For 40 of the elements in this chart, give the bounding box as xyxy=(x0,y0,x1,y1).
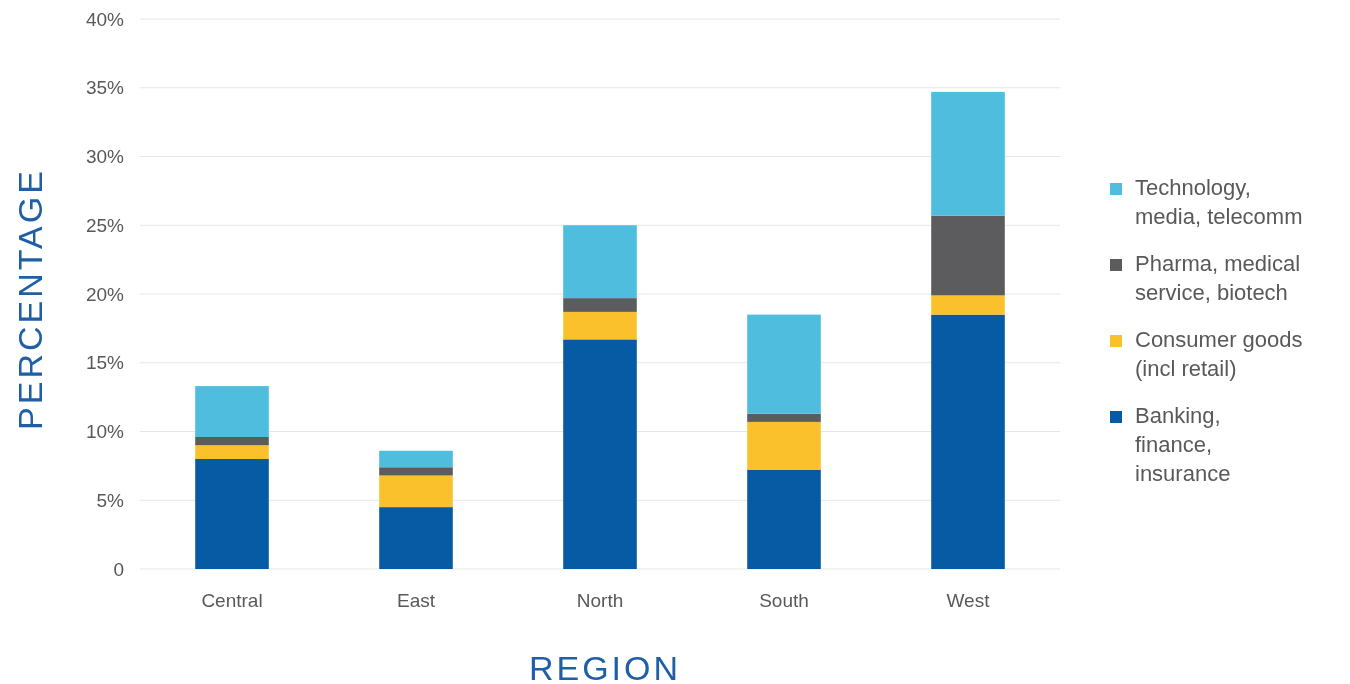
bar xyxy=(379,475,453,508)
y-tick-label: 10% xyxy=(85,421,125,443)
x-axis-title: REGION xyxy=(528,649,682,684)
bar xyxy=(747,413,821,422)
x-tick-label: West xyxy=(946,590,991,611)
bar xyxy=(931,215,1005,296)
x-tick-label: South xyxy=(759,590,809,611)
bar xyxy=(195,459,269,569)
bar xyxy=(195,445,269,459)
y-tick-label: 40% xyxy=(85,8,125,30)
legend-label: Consumer goods (incl retail) xyxy=(1135,327,1303,381)
bar xyxy=(379,467,453,476)
bar xyxy=(379,450,453,468)
bar xyxy=(195,437,269,446)
y-tick-label: 35% xyxy=(85,77,125,99)
bar xyxy=(563,339,637,569)
y-tick-label: 15% xyxy=(85,352,125,374)
bar xyxy=(563,225,637,299)
bar xyxy=(747,421,821,470)
y-tick-label: 20% xyxy=(85,283,125,305)
bar xyxy=(563,298,637,312)
bar xyxy=(195,386,269,437)
y-tick-label: 25% xyxy=(85,214,125,236)
y-tick-label: 5% xyxy=(96,489,125,511)
y-axis-title: PERCENTAGE xyxy=(11,168,49,430)
legend-label: Banking, finance, insurance xyxy=(1135,403,1231,486)
legend-label: Pharma, medical service, biotech xyxy=(1135,251,1301,305)
bar xyxy=(747,314,821,414)
y-tick-label: 30% xyxy=(85,146,125,168)
bar xyxy=(379,507,453,569)
bar xyxy=(563,311,637,340)
x-tick-label: North xyxy=(576,590,624,611)
bar xyxy=(931,91,1005,216)
y-tick-label: 0 xyxy=(113,558,124,580)
x-tick-label: Central xyxy=(201,590,263,611)
bar xyxy=(747,470,821,569)
bar xyxy=(931,295,1005,315)
bar xyxy=(931,314,1005,569)
x-tick-label: East xyxy=(396,590,436,611)
legend-label: Technology, media, telecomm xyxy=(1135,175,1303,229)
